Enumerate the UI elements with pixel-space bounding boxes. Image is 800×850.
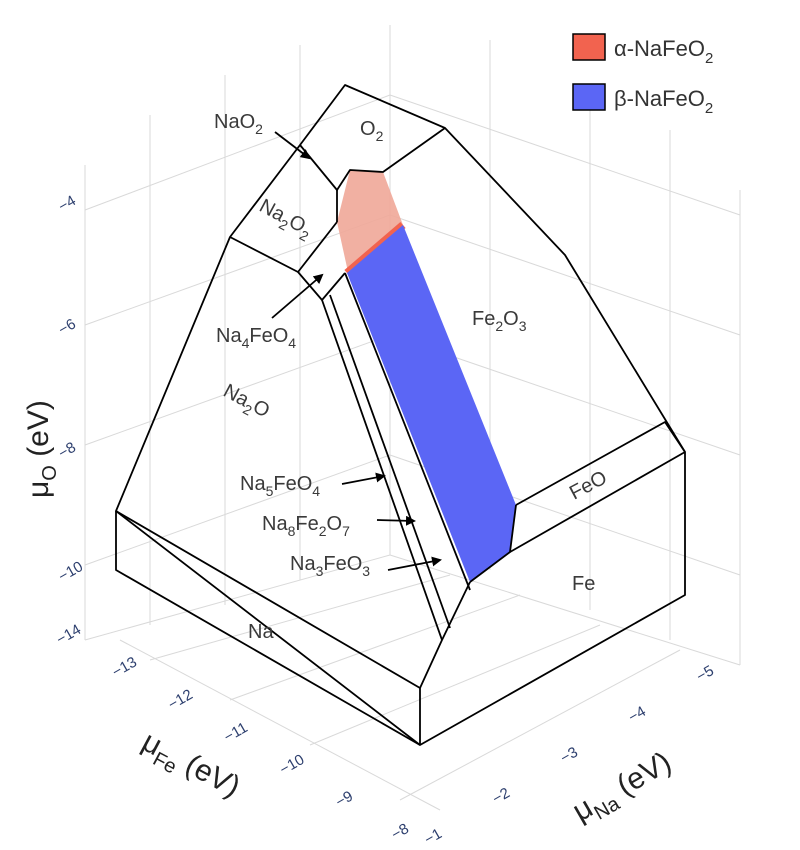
callout-arrow-na3feo3 xyxy=(387,556,442,571)
z-tick-label: −10 xyxy=(56,558,87,585)
z-tick-label: −6 xyxy=(56,315,79,338)
x-tick-label: −9 xyxy=(333,788,356,811)
legend: α-NaFeO2 β-NaFeO2 xyxy=(572,33,713,117)
axis-title-mu-na: μNa (eV) xyxy=(567,746,680,834)
beta-region xyxy=(347,225,516,582)
x-tick-label: −12 xyxy=(165,686,196,713)
alpha-region xyxy=(337,170,403,272)
callout-na3feo3: Na3FeO3 xyxy=(290,553,370,579)
region-label-na: Na xyxy=(248,621,274,643)
x-tick-label: −10 xyxy=(277,751,308,778)
x-tick-label: −8 xyxy=(389,820,412,843)
y-tick-label: −5 xyxy=(694,662,717,685)
y-tick-label: −2 xyxy=(490,784,513,807)
y-tick-label: −3 xyxy=(558,744,581,767)
axis-title-mu-o: μO (eV) xyxy=(22,400,61,498)
region-label-fe: Fe xyxy=(572,573,595,595)
y-axis-ticks: −1 −2 −3 −4 −5 xyxy=(422,662,717,848)
z-tick-label: −8 xyxy=(56,439,79,462)
background-grid xyxy=(84,25,741,811)
x-tick-label: −13 xyxy=(109,654,140,681)
z-axis-ticks: −4 −6 −8 −10 xyxy=(56,192,87,585)
callout-arrow-nao2 xyxy=(274,131,311,160)
callout-arrow-na5feo4 xyxy=(341,472,386,485)
x-tick-label: −11 xyxy=(221,719,251,746)
y-tick-label: −4 xyxy=(626,703,649,726)
callout-na4feo4: Na4FeO4 xyxy=(216,325,296,351)
legend-label-beta: β-NaFeO2 xyxy=(614,86,713,117)
legend-swatch-beta xyxy=(572,83,606,111)
callout-na8fe2o7: Na8Fe2O7 xyxy=(262,513,350,539)
y-tick-label: −1 xyxy=(422,825,445,848)
phase-polyhedron xyxy=(115,84,686,746)
region-label-o2: O2 xyxy=(360,118,384,144)
region-label-fe2o3: Fe2O3 xyxy=(472,308,527,334)
region-label-na2o2: Na2O2 xyxy=(254,195,316,245)
callout-na5feo4: Na5FeO4 xyxy=(240,473,320,499)
callout-nao2: NaO2 xyxy=(214,111,263,137)
legend-swatch-alpha xyxy=(572,33,606,61)
x-axis-ticks: −14 −13 −12 −11 −10 −9 −8 xyxy=(54,621,412,843)
z-tick-label: −4 xyxy=(56,192,79,215)
legend-label-alpha: α-NaFeO2 xyxy=(614,36,713,67)
callout-arrow-na8fe2o7 xyxy=(376,515,416,526)
x-tick-label: −14 xyxy=(54,621,85,648)
callout-arrow-na4feo4 xyxy=(271,273,324,319)
